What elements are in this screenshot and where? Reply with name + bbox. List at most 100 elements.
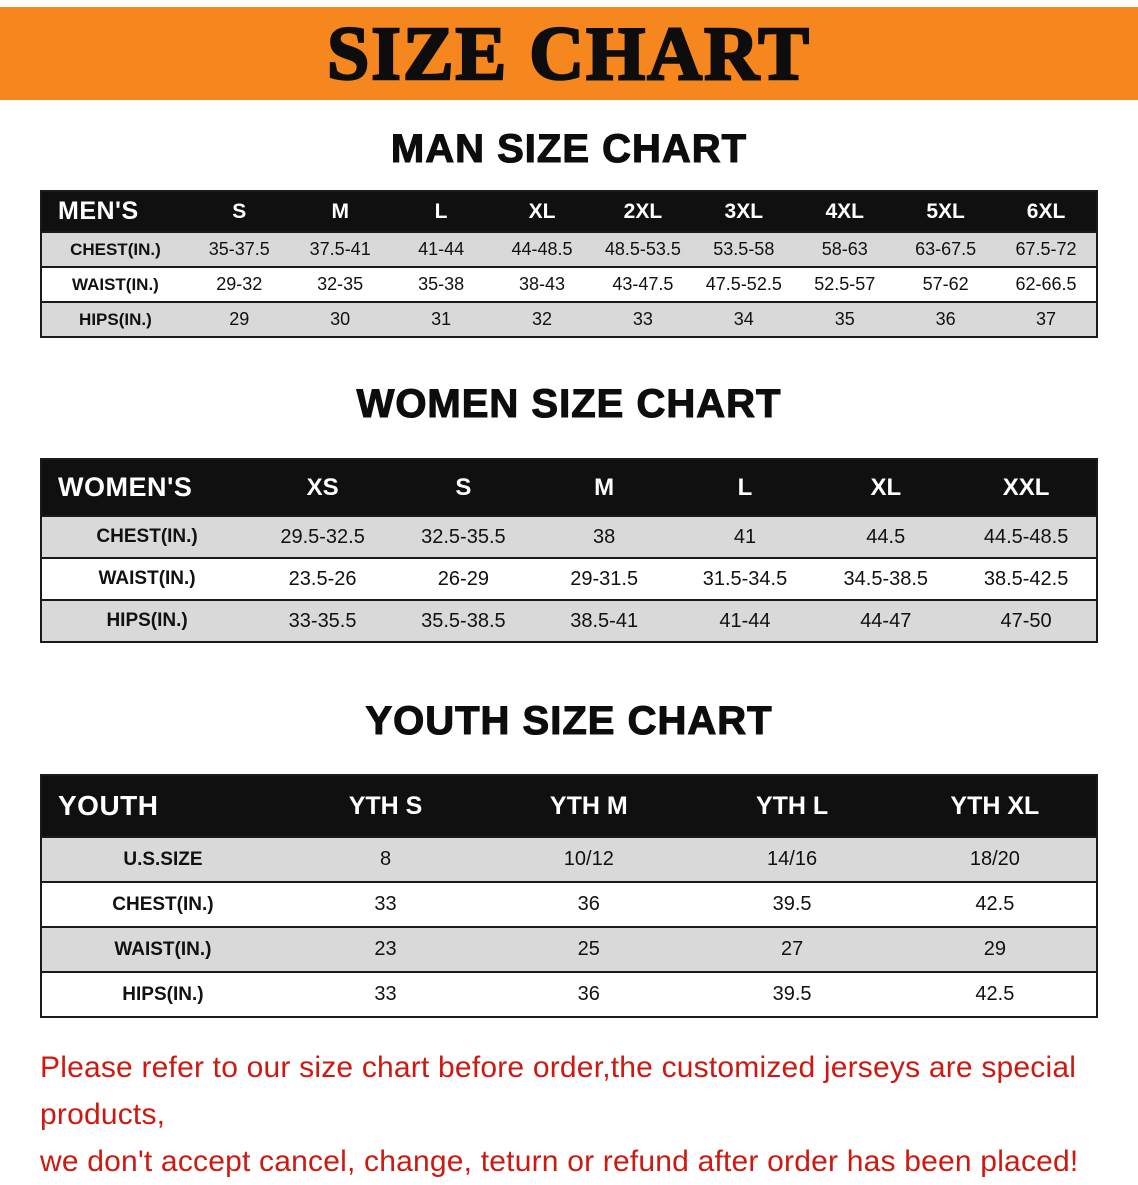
size-value: 35 xyxy=(794,301,896,337)
table-row: HIPS(IN.) 33-35.5 35.5-38.5 38.5-41 41-44 44-… xyxy=(41,599,1097,642)
size-value: 34 xyxy=(693,301,795,337)
size-value: 33 xyxy=(283,881,488,927)
table-row: HIPS(IN.) 29 30 31 32 33 34 35 36 37 xyxy=(41,301,1097,337)
size-value: 63-67.5 xyxy=(895,231,997,267)
size-column-header: L xyxy=(674,459,816,516)
size-value: 44.5 xyxy=(815,515,957,558)
size-value: 23 xyxy=(283,926,488,972)
size-value: 44.5-48.5 xyxy=(956,515,1097,558)
size-value: 38.5-41 xyxy=(533,599,675,642)
size-value: 67.5-72 xyxy=(996,231,1097,267)
size-value: 35.5-38.5 xyxy=(392,599,534,642)
size-column-header: S xyxy=(188,191,290,232)
size-column-header: M xyxy=(289,191,391,232)
size-column-header: 4XL xyxy=(794,191,896,232)
size-value: 33-35.5 xyxy=(252,599,393,642)
row-label: CHEST(IN.) xyxy=(41,881,284,927)
size-column-header: YTH M xyxy=(487,775,691,837)
size-value: 39.5 xyxy=(690,881,894,927)
size-value: 35-38 xyxy=(390,266,492,302)
size-value: 47.5-52.5 xyxy=(693,266,795,302)
size-value: 32-35 xyxy=(289,266,391,302)
disclaimer: Please refer to our size chart before or… xyxy=(40,1044,1108,1185)
row-label: CHEST(IN.) xyxy=(41,515,253,558)
size-value: 32.5-35.5 xyxy=(392,515,534,558)
women-section-heading: WOMEN SIZE CHART xyxy=(356,381,782,426)
size-value: 37 xyxy=(996,301,1097,337)
size-value: 33 xyxy=(592,301,694,337)
row-label: WAIST(IN.) xyxy=(41,266,189,302)
table-corner-label: YOUTH xyxy=(41,775,284,837)
size-value: 38 xyxy=(533,515,675,558)
size-value: 44-47 xyxy=(815,599,957,642)
size-value: 31 xyxy=(390,301,492,337)
size-value: 23.5-26 xyxy=(252,557,393,600)
table-row: WAIST(IN.) 23.5-26 26-29 29-31.5 31.5-34.5 34… xyxy=(41,557,1097,600)
size-chart-banner: SIZE CHART xyxy=(0,7,1138,100)
table-row: WAIST(IN.) 23 25 27 29 xyxy=(41,926,1097,972)
table-header-row: YOUTH YTH S YTH M YTH L YTH XL xyxy=(41,775,1097,837)
youth-size-table: YOUTH YTH S YTH M YTH L YTH XL U.S.SIZE 8 10/12… xyxy=(40,774,1098,1018)
men-size-table: MEN'S S M L XL 2XL 3XL 4XL 5XL 6XL CHEST(IN.) 35-37… xyxy=(40,190,1098,338)
row-label: U.S.SIZE xyxy=(41,836,284,882)
size-value: 38-43 xyxy=(491,266,593,302)
size-value: 38.5-42.5 xyxy=(956,557,1097,600)
row-label: WAIST(IN.) xyxy=(41,926,284,972)
men-size-section: MAN SIZE CHART MEN'S S M L XL 2XL 3XL 4XL 5XL 6XL… xyxy=(0,126,1138,338)
size-value: 29-32 xyxy=(188,266,290,302)
size-value: 42.5 xyxy=(893,971,1097,1017)
size-value: 62-66.5 xyxy=(996,266,1097,302)
size-value: 41-44 xyxy=(390,231,492,267)
table-row: CHEST(IN.) 33 36 39.5 42.5 xyxy=(41,881,1097,927)
size-column-header: YTH S xyxy=(283,775,488,837)
youth-size-section: YOUTH SIZE CHART YOUTH YTH S YTH M YTH L YTH… xyxy=(0,698,1138,1018)
row-label: HIPS(IN.) xyxy=(41,301,189,337)
women-size-table: WOMEN'S XS S M L XL XXL CHEST(IN.) 29.5-32.5 32.5… xyxy=(40,458,1098,643)
size-value: 37.5-41 xyxy=(289,231,391,267)
size-value: 8 xyxy=(283,836,488,882)
size-value: 36 xyxy=(487,881,691,927)
size-value: 42.5 xyxy=(893,881,1097,927)
size-value: 36 xyxy=(487,971,691,1017)
table-corner-label: WOMEN'S xyxy=(41,459,253,516)
size-value: 33 xyxy=(283,971,488,1017)
size-column-header: XL xyxy=(815,459,957,516)
size-value: 29.5-32.5 xyxy=(252,515,393,558)
size-value: 41-44 xyxy=(674,599,816,642)
table-header-row: MEN'S S M L XL 2XL 3XL 4XL 5XL 6XL xyxy=(41,191,1097,232)
size-column-header: XS xyxy=(252,459,393,516)
size-value: 57-62 xyxy=(895,266,997,302)
size-column-header: 6XL xyxy=(996,191,1097,232)
size-value: 52.5-57 xyxy=(794,266,896,302)
size-value: 25 xyxy=(487,926,691,972)
table-header-row: WOMEN'S XS S M L XL XXL xyxy=(41,459,1097,516)
size-value: 14/16 xyxy=(690,836,894,882)
row-label: WAIST(IN.) xyxy=(41,557,253,600)
size-value: 36 xyxy=(895,301,997,337)
size-value: 48.5-53.5 xyxy=(592,231,694,267)
size-value: 34.5-38.5 xyxy=(815,557,957,600)
size-column-header: S xyxy=(392,459,534,516)
row-label: HIPS(IN.) xyxy=(41,971,284,1017)
size-value: 32 xyxy=(491,301,593,337)
table-row: HIPS(IN.) 33 36 39.5 42.5 xyxy=(41,971,1097,1017)
table-row: CHEST(IN.) 29.5-32.5 32.5-35.5 38 41 44.5 44.5… xyxy=(41,515,1097,558)
size-column-header: 2XL xyxy=(592,191,694,232)
table-corner-label: MEN'S xyxy=(41,191,189,232)
page-title: SIZE CHART xyxy=(326,11,811,96)
size-value: 43-47.5 xyxy=(592,266,694,302)
size-column-header: M xyxy=(533,459,675,516)
women-size-section: WOMEN SIZE CHART WOMEN'S XS S M L XL XXL CHEST(… xyxy=(0,381,1138,643)
table-row: WAIST(IN.) 29-32 32-35 35-38 38-43 43-47.5 47.… xyxy=(41,266,1097,302)
size-column-header: XL xyxy=(491,191,593,232)
size-value: 35-37.5 xyxy=(188,231,290,267)
size-value: 47-50 xyxy=(956,599,1097,642)
size-value: 29 xyxy=(188,301,290,337)
size-value: 58-63 xyxy=(794,231,896,267)
size-column-header: YTH L xyxy=(690,775,894,837)
youth-section-heading: YOUTH SIZE CHART xyxy=(365,698,773,743)
row-label: HIPS(IN.) xyxy=(41,599,253,642)
size-value: 26-29 xyxy=(392,557,534,600)
size-value: 10/12 xyxy=(487,836,691,882)
table-row: U.S.SIZE 8 10/12 14/16 18/20 xyxy=(41,836,1097,882)
